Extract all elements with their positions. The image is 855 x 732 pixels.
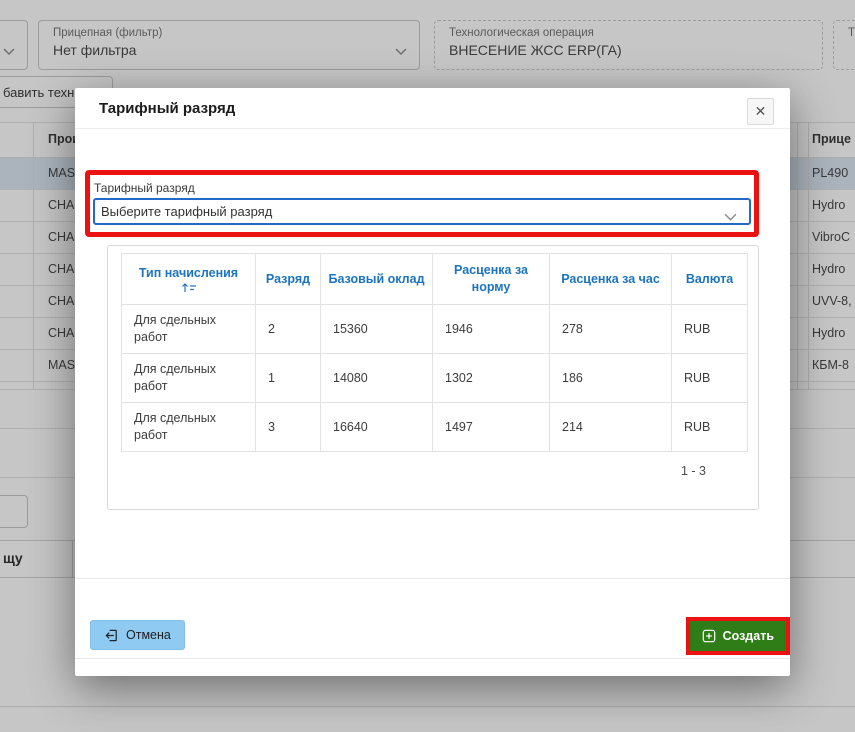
cell-accrual-type: Для сдельных работ [121, 353, 256, 403]
sort-ascending-icon[interactable] [180, 282, 198, 293]
background-filter-partial[interactable] [0, 20, 28, 70]
tariff-grade-select[interactable]: Выберите тарифный разряд [93, 198, 751, 225]
column-header-label: Валюта [685, 271, 734, 286]
trailer-filter-value: Нет фильтра [53, 42, 137, 58]
cell-currency: RUB [671, 304, 748, 354]
column-header-base-salary[interactable]: Базовый оклад [320, 253, 433, 305]
column-header-label: Разряд [265, 271, 311, 286]
cell-rate-per-norm: 1946 [432, 304, 550, 354]
cell-accrual-type: Для сдельных работ [121, 304, 256, 354]
column-header-label: Тип начисления [138, 265, 239, 280]
tariff-grade-modal: Тарифный разряд ✕ Тарифный разряд Выбери… [75, 88, 790, 676]
trailer-cell: Hydro [812, 326, 846, 340]
manufacturer-cell: CHAL [48, 294, 82, 308]
lower-column-header: щу [3, 550, 23, 566]
manufacturer-cell: CHAL [48, 262, 82, 276]
trailer-cell: Hydro [812, 198, 846, 212]
trailer-cell: VibroC [812, 230, 850, 244]
tariff-row[interactable]: Для сдельных работ 1 14080 1302 186 RUB [121, 353, 748, 403]
tariff-row[interactable]: Для сдельных работ 2 15360 1946 278 RUB [121, 304, 748, 354]
column-divider [808, 122, 809, 390]
tariff-table-panel: Тип начисления Разряд Базовый оклад Расц… [107, 245, 759, 510]
trailer-filter-dropdown[interactable]: Прицепная (фильтр) Нет фильтра [38, 20, 420, 70]
manufacturer-cell: CHAL [48, 326, 82, 340]
chevron-down-icon [3, 42, 15, 60]
column-header-label: Расценка за норму [454, 263, 528, 294]
cell-rate-per-hour: 214 [549, 402, 672, 452]
chevron-down-icon [724, 209, 737, 224]
cancel-button[interactable]: Отмена [90, 620, 185, 650]
column-header-rate-per-hour[interactable]: Расценка за час [549, 253, 672, 305]
manufacturer-cell: MASS [48, 166, 84, 180]
cell-rate-per-norm: 1302 [432, 353, 550, 403]
column-header-accrual-type[interactable]: Тип начисления [121, 253, 256, 305]
cell-rate-per-hour: 278 [549, 304, 672, 354]
modal-title: Тарифный разряд [99, 100, 236, 117]
trailer-cell: КБМ-8 [812, 358, 850, 372]
manufacturer-cell: MASS [48, 358, 84, 372]
plus-square-icon [702, 629, 715, 643]
manufacturer-cell: CHAL [48, 198, 82, 212]
cell-base-salary: 16640 [320, 402, 433, 452]
background-toolbar-button[interactable] [0, 495, 28, 528]
close-icon: ✕ [754, 103, 767, 119]
create-button[interactable]: Создать [689, 621, 786, 651]
tariff-table: Тип начисления Разряд Базовый оклад Расц… [121, 253, 748, 452]
column-header-label: Расценка за час [561, 271, 660, 286]
trailer-filter-label: Прицепная (фильтр) [53, 27, 163, 39]
column-header-label: Базовый оклад [328, 271, 425, 286]
tariff-grade-field-label: Тарифный разряд [94, 181, 195, 195]
background-bottom-bar [0, 706, 855, 732]
close-button[interactable]: ✕ [747, 98, 774, 125]
cell-currency: RUB [671, 402, 748, 452]
pagination-range: 1 - 3 [680, 464, 706, 478]
annotation-rectangle-create: Создать [685, 617, 790, 655]
cell-grade: 3 [255, 402, 321, 452]
trailer-cell: PL490 [812, 166, 849, 180]
cell-rate-per-norm: 1497 [432, 402, 550, 452]
column-divider [797, 122, 798, 390]
tariff-grade-select-placeholder: Выберите тарифный разряд [101, 204, 273, 219]
chevron-down-icon [395, 42, 407, 60]
manufacturer-cell: CHAL [48, 230, 82, 244]
cell-base-salary: 14080 [320, 353, 433, 403]
return-arrow-icon [105, 629, 117, 641]
annotation-rectangle-select: Тарифный разряд Выберите тарифный разряд [85, 170, 759, 237]
operation-field-disabled: Технологическая операция ВНЕСЕНИЕ ЖСС ER… [434, 20, 823, 70]
trailer-column-header: Прице [812, 132, 851, 146]
cell-grade: 1 [255, 353, 321, 403]
modal-header: Тарифный разряд ✕ [75, 88, 790, 129]
footer-divider [75, 578, 790, 579]
cancel-button-label: Отмена [126, 628, 171, 642]
column-divider [33, 122, 34, 390]
cell-rate-per-hour: 186 [549, 353, 672, 403]
create-button-label: Создать [722, 629, 774, 643]
manufacturer-column-header: Прои [48, 132, 80, 146]
cell-base-salary: 15360 [320, 304, 433, 354]
column-header-rate-per-norm[interactable]: Расценка за норму [432, 253, 550, 305]
tariff-table-header-row: Тип начисления Разряд Базовый оклад Расц… [121, 253, 748, 305]
type-field-disabled: Тип [833, 20, 855, 70]
add-equipment-button-label: бавить техни [3, 85, 82, 100]
type-field-label: Тип [848, 27, 855, 39]
column-header-grade[interactable]: Разряд [255, 253, 321, 305]
footer-divider [75, 658, 790, 659]
cell-accrual-type: Для сдельных работ [121, 402, 256, 452]
operation-field-label: Технологическая операция [449, 27, 594, 39]
column-header-currency[interactable]: Валюта [671, 253, 748, 305]
cell-grade: 2 [255, 304, 321, 354]
operation-field-value: ВНЕСЕНИЕ ЖСС ERP(ГА) [449, 42, 622, 58]
trailer-cell: Hydro [812, 262, 846, 276]
column-divider [72, 541, 73, 577]
tariff-row[interactable]: Для сдельных работ 3 16640 1497 214 RUB [121, 402, 748, 452]
trailer-cell: UVV-8, [812, 294, 852, 308]
cell-currency: RUB [671, 353, 748, 403]
